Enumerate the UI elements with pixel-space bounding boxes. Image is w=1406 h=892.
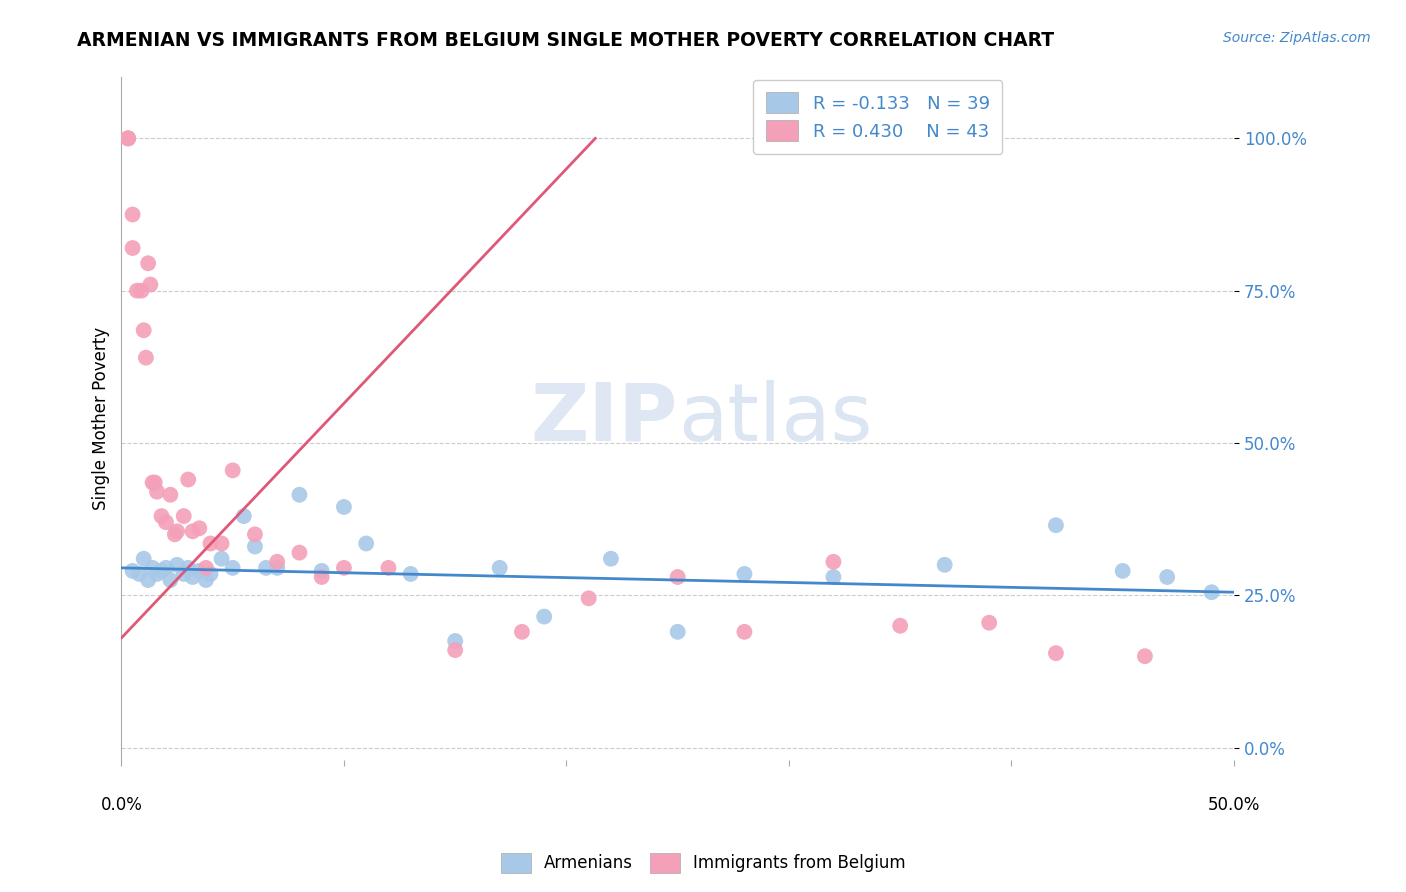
Point (578, 591, 600, 606)
Point (311, 564, 333, 578)
Point (177, 561, 200, 575)
Point (181, 524, 204, 539)
Point (666, 570, 689, 584)
Point (117, 131, 139, 145)
Point (142, 475, 165, 490)
Point (1111, 564, 1133, 578)
Point (173, 566, 195, 581)
Point (266, 561, 288, 575)
Point (200, 566, 222, 581)
Point (155, 515, 177, 529)
Point (125, 284, 148, 298)
Point (733, 566, 755, 581)
Point (354, 536, 377, 550)
Point (333, 500, 356, 514)
Point (979, 615, 1001, 630)
Point (1156, 570, 1178, 584)
Point (173, 509, 195, 524)
Point (135, 351, 157, 365)
Point (200, 536, 222, 550)
Point (155, 561, 177, 575)
Legend: Armenians, Immigrants from Belgium: Armenians, Immigrants from Belgium (494, 847, 912, 880)
Point (139, 277, 162, 292)
Legend: R = -0.133   N = 39, R = 0.430    N = 43: R = -0.133 N = 39, R = 0.430 N = 43 (754, 79, 1002, 153)
Point (150, 509, 173, 524)
Point (243, 527, 266, 541)
Point (163, 527, 186, 541)
Point (444, 634, 467, 648)
Point (377, 561, 399, 575)
Y-axis label: Single Mother Poverty: Single Mother Poverty (93, 327, 110, 510)
Point (889, 618, 911, 632)
Point (600, 551, 623, 566)
Point (444, 643, 467, 657)
Point (221, 561, 243, 575)
Point (311, 570, 333, 584)
Point (1133, 649, 1156, 664)
Point (1045, 518, 1067, 533)
Point (399, 566, 422, 581)
Point (333, 561, 356, 575)
Point (142, 561, 165, 575)
Point (221, 463, 243, 477)
Point (288, 488, 311, 502)
Point (188, 564, 211, 578)
Point (146, 484, 169, 499)
Point (823, 570, 845, 584)
Point (136, 573, 159, 587)
Point (146, 566, 169, 581)
Point (159, 488, 181, 502)
Text: 50.0%: 50.0% (1208, 797, 1260, 814)
Point (266, 555, 288, 569)
Point (1201, 585, 1223, 599)
Point (166, 558, 188, 572)
Point (121, 241, 143, 255)
Point (232, 509, 254, 524)
Text: ARMENIAN VS IMMIGRANTS FROM BELGIUM SINGLE MOTHER POVERTY CORRELATION CHART: ARMENIAN VS IMMIGRANTS FROM BELGIUM SING… (77, 31, 1054, 50)
Point (934, 558, 956, 572)
Text: atlas: atlas (678, 380, 872, 458)
Point (177, 473, 200, 487)
Point (121, 207, 143, 221)
Point (121, 564, 143, 578)
Point (195, 573, 218, 587)
Point (128, 566, 150, 581)
Point (181, 570, 204, 584)
Point (1045, 646, 1067, 660)
Point (243, 540, 266, 554)
Point (533, 609, 555, 624)
Point (733, 624, 755, 639)
Point (488, 561, 510, 575)
Text: Source: ZipAtlas.com: Source: ZipAtlas.com (1223, 31, 1371, 45)
Point (143, 475, 166, 490)
Point (159, 573, 181, 587)
Point (150, 564, 173, 578)
Point (117, 131, 139, 145)
Point (132, 323, 155, 337)
Point (188, 521, 211, 535)
Text: ZIP: ZIP (530, 380, 678, 458)
Point (288, 546, 311, 560)
Point (823, 555, 845, 569)
Point (195, 561, 218, 575)
Point (131, 284, 153, 298)
Point (136, 256, 159, 270)
Point (166, 524, 188, 539)
Point (254, 561, 277, 575)
Text: 0.0%: 0.0% (100, 797, 142, 814)
Point (510, 624, 533, 639)
Point (132, 551, 155, 566)
Point (211, 536, 233, 550)
Point (117, 131, 139, 145)
Point (211, 551, 233, 566)
Point (666, 624, 689, 639)
